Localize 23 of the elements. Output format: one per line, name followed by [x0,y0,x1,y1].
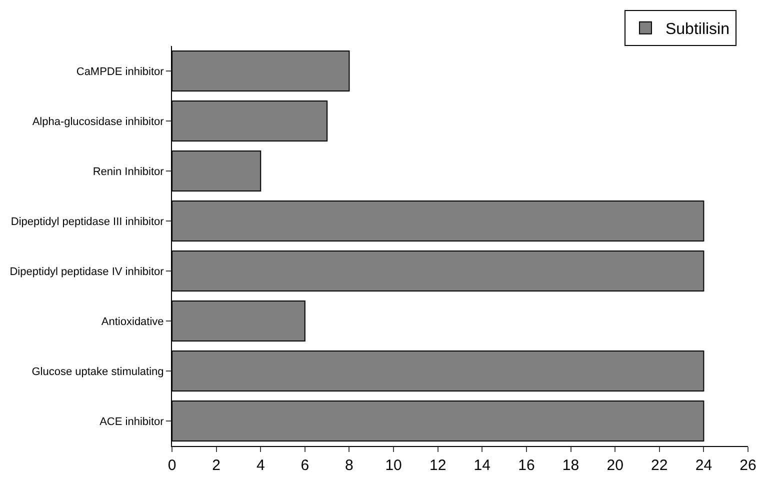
x-tick-label: 12 [430,457,446,474]
x-tick-label: 10 [385,457,402,474]
legend-label: Subtilisin [665,21,730,38]
x-tick-label: 22 [651,457,668,474]
x-tick-label: 24 [695,457,712,474]
y-tick-label: Antioxidative [101,316,164,328]
x-tick-label: 14 [474,457,490,474]
x-tick-label: 20 [606,457,624,474]
x-tick-label: 26 [740,457,756,474]
x-tick-label: 8 [345,457,354,474]
y-tick-label: CaMPDE inhibitor [76,66,164,78]
x-tick-label: 16 [518,457,535,474]
x-tick-label: 2 [212,457,220,474]
y-tick-label: Renin Inhibitor [92,166,164,178]
y-tick-label: Dipeptidyl peptidase III inhibitor [10,216,164,228]
x-tick-label: 0 [168,457,176,474]
x-tick-label: 6 [300,457,310,474]
y-tick-label: Alpha-glucosidase inhibitor [32,116,164,128]
y-tick-label: Glucose uptake stimulating [32,366,164,378]
x-tick-label: 18 [562,457,580,474]
x-tick-label: 4 [256,457,265,474]
y-tick-label: Dipeptidyl peptidase IV inhibitor [10,266,164,278]
y-tick-label: ACE inhibitor [100,416,164,428]
